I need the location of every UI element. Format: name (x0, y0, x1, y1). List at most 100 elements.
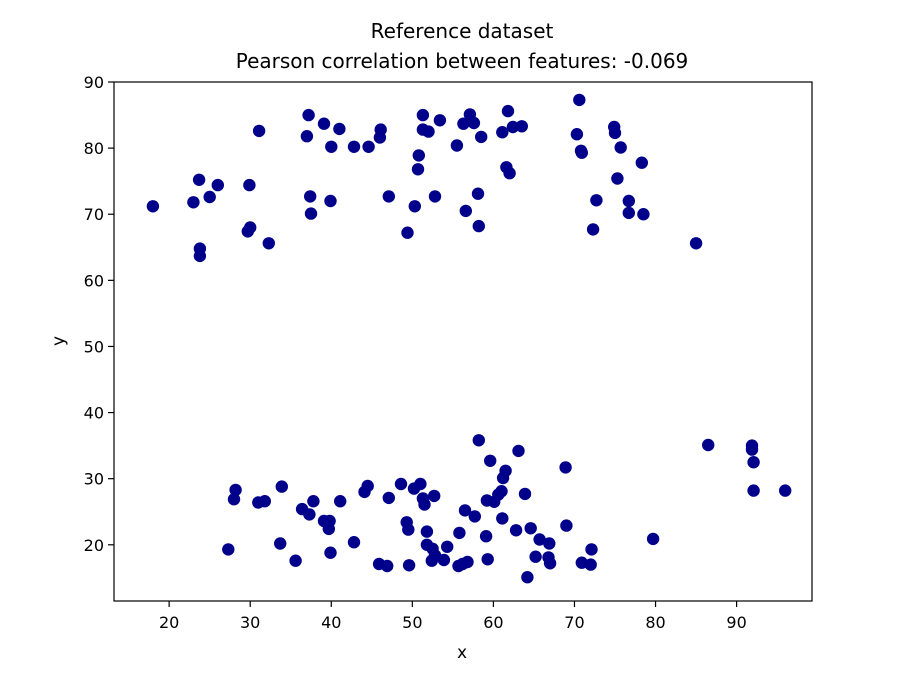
plot-frame (113, 81, 813, 602)
data-point (258, 495, 271, 508)
data-point (506, 120, 520, 134)
x-tick-label: 50 (402, 613, 422, 632)
data-point (203, 190, 216, 204)
data-point (503, 167, 516, 180)
data-point (458, 504, 472, 517)
data-point (302, 108, 315, 122)
data-point (575, 146, 588, 159)
data-point (362, 140, 375, 153)
data-point (495, 485, 508, 498)
data-point (274, 537, 287, 550)
data-point (484, 454, 497, 467)
data-point (471, 187, 485, 200)
data-point (381, 559, 394, 573)
data-point (450, 139, 464, 152)
data-point (441, 540, 454, 553)
data-point (323, 514, 336, 528)
data-point (211, 178, 224, 192)
data-point (586, 223, 600, 236)
data-point (585, 543, 598, 556)
data-point (324, 546, 337, 559)
data-point (529, 550, 542, 563)
data-point (689, 237, 703, 250)
data-point (394, 477, 408, 491)
data-point (461, 555, 474, 569)
x-tick-label: 30 (240, 613, 260, 632)
data-point (222, 543, 235, 556)
data-point (437, 553, 451, 567)
data-point (414, 477, 427, 491)
x-axis-label: x (457, 643, 467, 663)
data-point (475, 130, 488, 144)
data-point (543, 537, 556, 550)
chart-title: Reference dataset (371, 19, 554, 43)
data-point (243, 178, 256, 192)
data-point (524, 522, 537, 535)
data-point (747, 484, 760, 497)
data-point (512, 444, 525, 458)
data-point (334, 495, 347, 508)
data-point (227, 493, 241, 506)
data-point (533, 533, 546, 546)
data-point (275, 480, 288, 493)
data-point (304, 190, 317, 203)
data-point (521, 571, 534, 584)
x-tick-label: 40 (321, 613, 341, 632)
data-point (747, 456, 760, 469)
data-point (646, 532, 660, 546)
data-point (304, 207, 318, 220)
data-point (303, 508, 316, 521)
y-tick-label: 80 (84, 139, 104, 158)
data-point (192, 173, 206, 186)
chart-subtitle: Pearson correlation between features: -0… (236, 49, 689, 73)
data-point (402, 559, 416, 572)
data-point (496, 512, 509, 525)
data-point (515, 120, 528, 133)
data-point (453, 526, 466, 540)
data-point (481, 553, 494, 566)
x-tick-label: 70 (564, 613, 584, 632)
data-point (317, 117, 331, 130)
data-point (570, 128, 584, 141)
data-point (702, 438, 715, 452)
x-tick-label: 60 (483, 613, 503, 632)
data-point (193, 249, 207, 263)
data-point (374, 123, 387, 136)
data-point (745, 443, 759, 456)
data-point (408, 200, 421, 213)
x-tick-label: 20 (159, 613, 179, 632)
data-point (412, 149, 425, 162)
data-point (361, 479, 374, 493)
data-point (347, 536, 361, 549)
data-point (543, 557, 557, 570)
data-point (518, 487, 532, 501)
data-point (422, 125, 435, 138)
y-tick-label: 20 (84, 536, 104, 555)
data-point (252, 124, 266, 138)
data-point (347, 140, 361, 153)
data-point (300, 130, 314, 143)
data-point (402, 523, 415, 536)
y-axis-label: y (49, 336, 69, 346)
data-point (416, 108, 430, 122)
data-point (333, 122, 346, 136)
y-axis-ticks: 20 30 40 50 60 70 80 90 (84, 73, 114, 555)
data-point (496, 126, 509, 139)
data-point (472, 219, 485, 233)
data-point (509, 524, 523, 537)
data-point (428, 190, 442, 203)
x-axis-ticks: 20 30 40 50 60 70 80 90 (159, 601, 747, 632)
data-point (324, 194, 337, 208)
y-tick-label: 50 (84, 337, 104, 356)
data-point (622, 206, 635, 220)
data-point (479, 530, 493, 543)
data-point (382, 491, 395, 505)
y-tick-label: 30 (84, 470, 104, 489)
data-point (401, 226, 414, 239)
data-point (325, 140, 338, 153)
data-point (411, 163, 425, 176)
data-point (146, 200, 160, 213)
data-point (590, 194, 603, 207)
data-point (779, 484, 792, 497)
data-point (433, 114, 447, 127)
